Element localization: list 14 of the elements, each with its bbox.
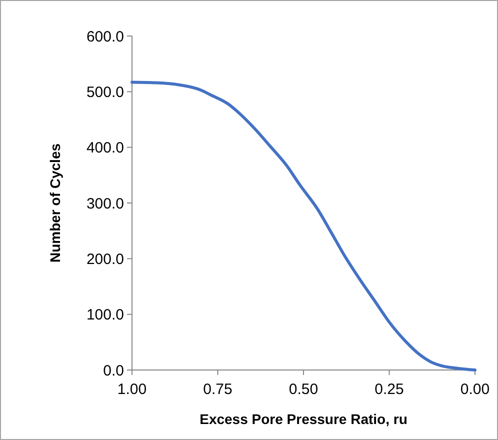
y-tick-label: 600.0 <box>86 28 124 46</box>
x-tick-label: 0.00 <box>460 381 490 398</box>
y-tick-label: 100.0 <box>86 306 124 324</box>
y-tick-label: 200.0 <box>86 250 124 268</box>
x-tick-label: 0.25 <box>374 381 404 398</box>
x-tick-label: 0.50 <box>288 381 318 398</box>
x-tick-label: 1.00 <box>117 381 147 398</box>
y-tick-label: 400.0 <box>86 140 124 157</box>
y-tick-label: 500.0 <box>86 84 124 101</box>
y-tick-label: 0.0 <box>103 362 124 380</box>
y-tick-label: 300.0 <box>86 195 124 212</box>
y-axis-title: Number of Cycles <box>47 143 63 263</box>
x-tick-label: 0.75 <box>203 381 232 398</box>
x-axis-title: Excess Pore Pressure Ratio, ru <box>200 411 408 427</box>
